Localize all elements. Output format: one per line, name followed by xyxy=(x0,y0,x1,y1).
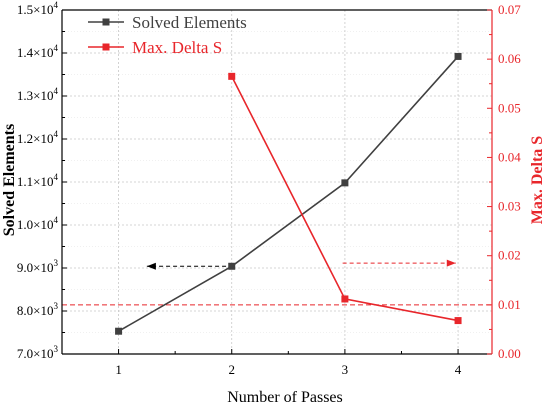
y2-tick-label-0: 0.00 xyxy=(498,346,521,361)
data-point-solved-elements-3 xyxy=(454,52,462,60)
y2-tick-label-2: 0.02 xyxy=(498,248,521,263)
y2-tick-label-5: 0.05 xyxy=(498,100,521,115)
y-tick-label-5: 1.2×104 xyxy=(17,129,59,146)
grid xyxy=(62,9,492,355)
arrow-head-left xyxy=(146,262,156,270)
x-tick-label-2: 3 xyxy=(342,362,349,377)
series-line-solved-elements xyxy=(118,55,459,332)
data-point-solved-elements-1 xyxy=(228,262,236,270)
x-tick-label-3: 4 xyxy=(455,362,462,377)
y2-tick-label-6: 0.06 xyxy=(498,51,521,66)
y2-tick-label-1: 0.01 xyxy=(498,297,521,312)
y-tick-label-7: 1.4×104 xyxy=(17,43,59,60)
y-tick-label-8: 1.5×104 xyxy=(17,0,59,17)
x-axis-label: Number of Passes xyxy=(227,389,343,406)
data-point-max-delta-s-1 xyxy=(341,295,349,303)
y-tick-label-0: 7.0×103 xyxy=(17,344,59,361)
y-tick-label-1: 8.0×103 xyxy=(17,301,59,318)
x-tick-label-1: 2 xyxy=(228,362,235,377)
legend: Solved Elements Max. Delta S xyxy=(88,13,247,57)
data-point-solved-elements-0 xyxy=(115,327,123,335)
y-tick-label-3: 1.0×104 xyxy=(17,215,59,232)
y-axis-label-left: Solved Elements xyxy=(1,124,18,236)
data-point-solved-elements-2 xyxy=(341,179,349,187)
y-tick-label-6: 1.3×104 xyxy=(17,86,59,103)
y-tick-label-4: 1.1×104 xyxy=(17,172,59,189)
legend-label-1: Max. Delta S xyxy=(132,38,222,57)
y2-tick-label-4: 0.04 xyxy=(498,149,521,164)
legend-label-0: Solved Elements xyxy=(132,13,247,32)
series xyxy=(115,52,462,335)
arrow-head-right xyxy=(446,259,456,267)
legend-marker-0 xyxy=(102,18,110,26)
y-axis-label-right: Max. Delta S xyxy=(529,136,546,225)
y-tick-label-2: 9.0×103 xyxy=(17,258,59,275)
y2-tick-label-3: 0.03 xyxy=(498,199,521,214)
data-point-max-delta-s-2 xyxy=(454,317,462,325)
x-tick-label-0: 1 xyxy=(115,362,122,377)
y2-tick-label-7: 0.07 xyxy=(498,2,521,17)
legend-marker-1 xyxy=(102,43,110,51)
data-point-max-delta-s-0 xyxy=(228,72,236,80)
ticks: 7.0×103 8.0×103 9.0×103 1.0×104 1.1×104 1.2×1… xyxy=(17,0,521,377)
annotations xyxy=(146,259,456,270)
